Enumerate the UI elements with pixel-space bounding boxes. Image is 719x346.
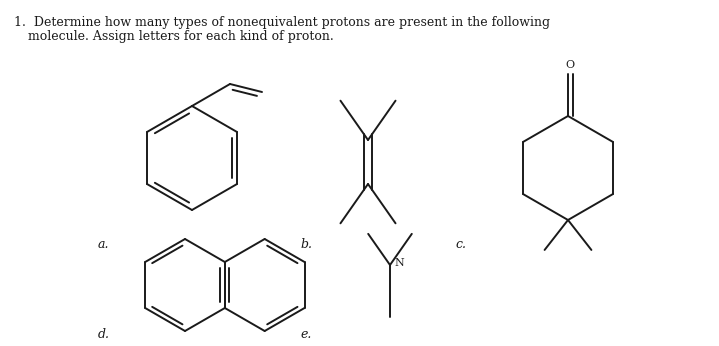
Text: b.: b.	[300, 238, 312, 251]
Text: 1.  Determine how many types of nonequivalent protons are present in the followi: 1. Determine how many types of nonequiva…	[14, 16, 550, 29]
Text: e.: e.	[300, 328, 311, 341]
Text: c.: c.	[455, 238, 466, 251]
Text: O: O	[565, 60, 574, 70]
Text: a.: a.	[98, 238, 109, 251]
Text: N: N	[394, 258, 404, 268]
Text: d.: d.	[98, 328, 110, 341]
Text: molecule. Assign letters for each kind of proton.: molecule. Assign letters for each kind o…	[28, 30, 334, 43]
